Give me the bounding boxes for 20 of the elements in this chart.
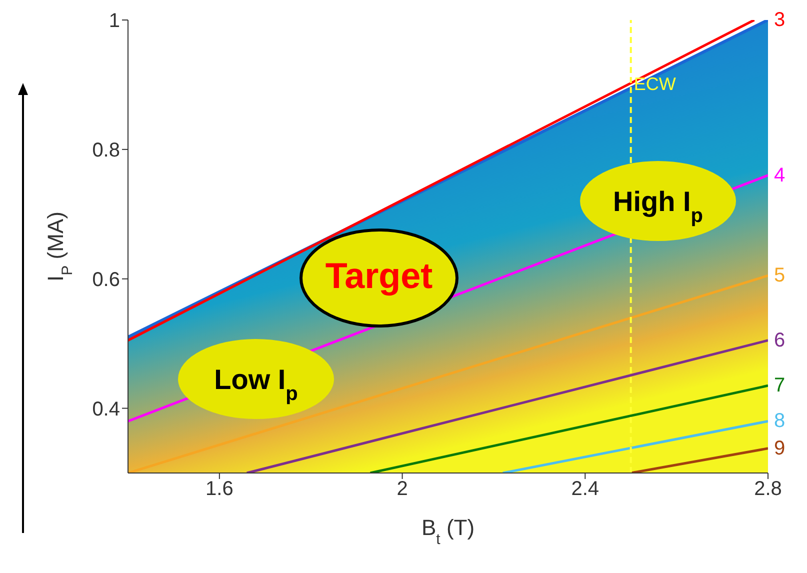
- series-label: 6: [774, 329, 786, 352]
- y-tick-label: 0.6: [92, 268, 120, 291]
- y-tick-label: 0.4: [92, 398, 120, 420]
- y-tick-label: 1: [108, 10, 120, 32]
- series-label: 9: [774, 437, 786, 460]
- annotation: Target: [325, 255, 433, 296]
- series-label: 3: [774, 9, 786, 31]
- ref-line-label: ECW: [634, 74, 676, 94]
- series-label: 5: [774, 264, 786, 287]
- x-tick-label: 2.4: [571, 478, 600, 500]
- annotation: Low I$_{p}$: [214, 364, 298, 405]
- series-label: 4: [774, 164, 786, 186]
- series-label: 8: [774, 410, 786, 432]
- x-tick-label: 2: [396, 478, 408, 500]
- x-tick-label: 1.6: [206, 478, 234, 500]
- x-axis-title: B$_{t}$ (T): [421, 515, 475, 548]
- annotation: High I$_{p}$: [613, 186, 703, 227]
- series-label: 7: [774, 374, 786, 397]
- y-tick-label: 0.8: [92, 140, 120, 162]
- x-tick-label: 2.8: [754, 478, 782, 500]
